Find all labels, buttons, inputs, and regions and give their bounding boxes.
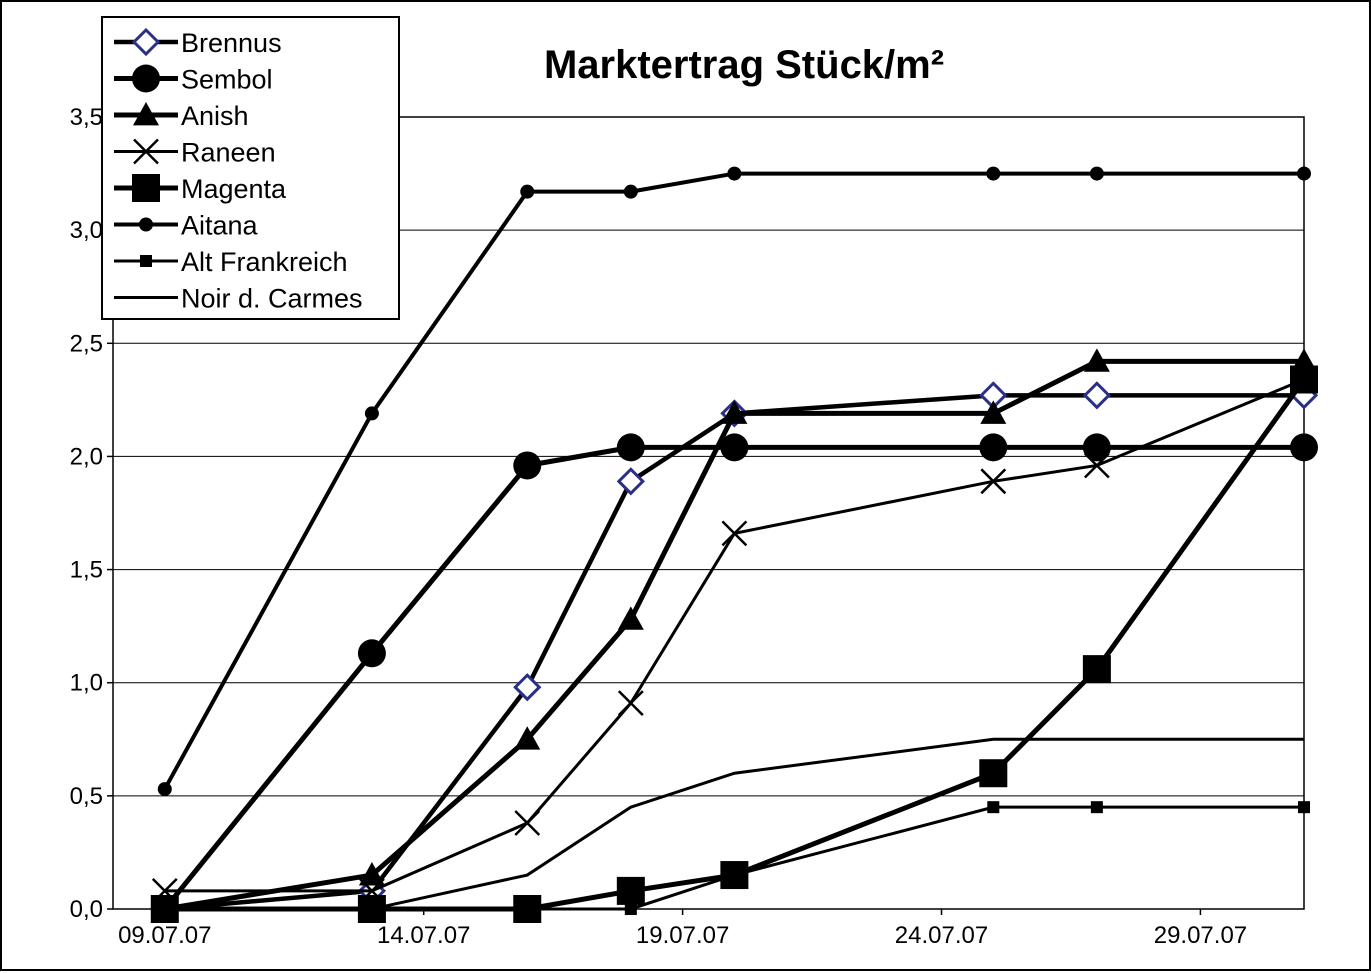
series-line xyxy=(164,378,1305,893)
data-point xyxy=(1290,365,1318,394)
chart-title: Marktertrag Stück/m² xyxy=(544,43,944,87)
series-line xyxy=(164,358,1304,912)
data-point xyxy=(1082,433,1111,462)
data-point xyxy=(1298,801,1310,814)
series-line xyxy=(164,737,1304,911)
y-axis: 0,0 0,5 1,0 1,5 2,0 2,5 3,0 3,5 xyxy=(70,104,113,923)
y-tick-label: 2,5 xyxy=(70,330,103,357)
data-point xyxy=(979,433,1008,462)
series-aitana xyxy=(157,166,1311,797)
legend-label: Magenta xyxy=(181,174,287,204)
data-point xyxy=(514,726,541,750)
legend-marker xyxy=(132,174,160,202)
data-point xyxy=(617,690,644,716)
legend-item-anish: Anish xyxy=(114,101,249,131)
plot-area xyxy=(112,116,1305,910)
data-point xyxy=(157,782,172,797)
data-point xyxy=(357,639,386,668)
x-axis: 09.07.07 14.07.07 19.07.07 24.07.07 29.07.07 xyxy=(118,909,1247,949)
data-point xyxy=(616,467,645,496)
y-tick-label: 2,0 xyxy=(70,443,103,470)
data-point xyxy=(514,810,541,836)
data-point xyxy=(623,184,638,199)
series-line xyxy=(164,393,1304,912)
legend-marker xyxy=(132,64,160,93)
legend-marker xyxy=(133,102,159,126)
legend-marker xyxy=(131,27,161,57)
series-line xyxy=(162,444,1304,911)
legend-item-sembol: Sembol xyxy=(114,64,273,95)
data-point xyxy=(980,400,1007,424)
legend-marker xyxy=(133,138,159,165)
y-tick-label: 0,5 xyxy=(70,783,103,810)
series-alt-frankreich xyxy=(158,801,1310,915)
data-point xyxy=(358,862,385,886)
data-point xyxy=(624,903,637,915)
data-point xyxy=(1083,348,1110,372)
data-point xyxy=(520,184,535,199)
legend-label: Brennus xyxy=(181,28,282,58)
data-point xyxy=(986,166,1001,181)
legend-item-brennus: Brennus xyxy=(114,27,282,58)
data-point xyxy=(1083,452,1110,479)
data-point xyxy=(617,606,644,630)
series-brennus xyxy=(150,381,1319,924)
data-point xyxy=(1090,801,1103,814)
legend: Brennus Sembol Anish Raneen Magenta Aitana Alt… xyxy=(101,16,400,320)
series-line xyxy=(164,805,1304,911)
legend-label: Sembol xyxy=(181,65,273,95)
series-noir-d-carmes xyxy=(164,737,1304,911)
series-layer xyxy=(150,166,1319,924)
data-point xyxy=(616,433,645,462)
data-point xyxy=(721,520,748,547)
y-tick-label: 0,0 xyxy=(70,896,103,923)
data-point xyxy=(721,400,748,424)
legend-label: Noir d. Carmes xyxy=(181,284,363,314)
series-sembol xyxy=(150,433,1318,923)
legend-item-noir-d-carmes: Noir d. Carmes xyxy=(114,284,363,314)
y-tick-label: 3,0 xyxy=(70,217,103,244)
data-point xyxy=(979,759,1008,788)
y-tick-label: 1,0 xyxy=(70,670,103,697)
data-point xyxy=(1089,166,1104,181)
data-point xyxy=(1297,166,1311,181)
data-point xyxy=(728,869,741,882)
legend-label: Raneen xyxy=(181,138,276,168)
legend-marker xyxy=(140,255,152,267)
data-point xyxy=(513,673,542,702)
data-point xyxy=(1290,433,1318,462)
legend-item-magenta: Magenta xyxy=(114,174,287,204)
data-point xyxy=(1082,655,1111,684)
series-line xyxy=(163,171,1304,791)
legend-item-alt-frankreich: Alt Frankreich xyxy=(114,247,348,277)
data-point xyxy=(521,903,534,915)
data-point xyxy=(364,406,379,421)
legend-label: Anish xyxy=(181,101,249,131)
data-point xyxy=(987,801,1000,814)
data-point xyxy=(1082,381,1111,410)
x-tick-label: 09.07.07 xyxy=(118,922,211,949)
data-point xyxy=(720,433,749,462)
legend-label: Aitana xyxy=(181,211,259,241)
legend-label: Alt Frankreich xyxy=(181,247,348,277)
x-tick-label: 19.07.07 xyxy=(636,922,729,949)
data-point xyxy=(980,468,1007,495)
data-point xyxy=(616,876,645,905)
series-anish xyxy=(151,348,1317,920)
y-tick-label: 3,5 xyxy=(70,104,103,131)
legend-item-raneen: Raneen xyxy=(114,138,276,168)
data-point xyxy=(513,451,542,480)
y-tick-label: 1,5 xyxy=(70,557,103,584)
x-tick-label: 29.07.07 xyxy=(1154,922,1247,949)
data-point xyxy=(727,166,742,181)
x-tick-label: 14.07.07 xyxy=(377,922,470,949)
x-tick-label: 24.07.07 xyxy=(895,922,988,949)
legend-marker xyxy=(139,217,153,232)
legend-item-aitana: Aitana xyxy=(114,211,259,241)
